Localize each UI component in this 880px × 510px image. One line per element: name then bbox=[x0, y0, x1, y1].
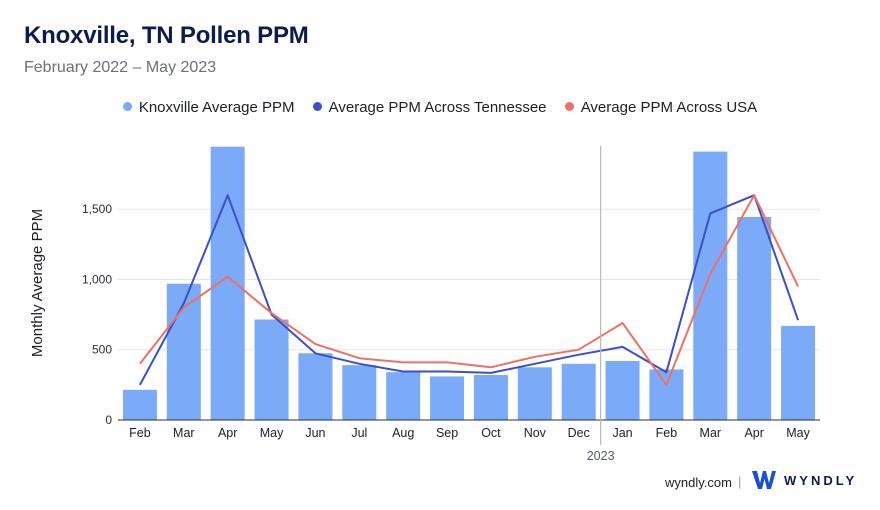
bar-jan bbox=[605, 360, 640, 420]
legend-item-tennessee: Average PPM Across Tennessee bbox=[312, 99, 547, 116]
bar-mar bbox=[693, 151, 728, 420]
line-average-ppm-across-tennessee bbox=[139, 194, 800, 386]
wyndly-logo[interactable]: WYNDLY bbox=[752, 470, 857, 490]
x-tick-label: May bbox=[260, 426, 284, 440]
x-tick-label: Jan bbox=[612, 426, 632, 440]
y-tick-label: 1,000 bbox=[82, 272, 112, 286]
x-tick-label: Feb bbox=[129, 426, 151, 440]
line-average-ppm-across-usa bbox=[139, 194, 800, 386]
x-tick-label: Dec bbox=[568, 426, 590, 440]
line-series bbox=[139, 194, 800, 386]
wyndly-logo-text: WYNDLY bbox=[784, 472, 858, 488]
x-tick-label: Apr bbox=[744, 426, 763, 440]
x-tick-label: Jun bbox=[305, 426, 325, 440]
bar-feb bbox=[122, 389, 157, 420]
x-tick-label: Feb bbox=[656, 426, 678, 440]
y-axis-title: Monthly Average PPM bbox=[29, 209, 46, 357]
bar-series bbox=[122, 146, 816, 420]
footer-separator: | bbox=[738, 474, 742, 489]
legend-item-knoxville: Knoxville Average PPM bbox=[122, 99, 295, 116]
bar-nov bbox=[517, 367, 552, 420]
x-tick-label: Aug bbox=[392, 426, 414, 440]
bar-sep bbox=[430, 376, 465, 420]
y-tick-label: 500 bbox=[92, 343, 112, 357]
x-tick-label: Apr bbox=[218, 426, 237, 440]
bar-dec bbox=[561, 363, 596, 420]
bar-oct bbox=[473, 375, 508, 420]
wyndly-logo-icon bbox=[752, 471, 776, 489]
x-tick-label: Nov bbox=[524, 426, 547, 440]
y-tick-label: 0 bbox=[105, 413, 112, 427]
chart-legend: Knoxville Average PPM Average PPM Across… bbox=[0, 99, 880, 116]
bar-may bbox=[254, 319, 289, 420]
year-label: 2023 bbox=[587, 449, 615, 463]
legend-dot-knoxville bbox=[122, 102, 132, 111]
y-tick-label: 1,500 bbox=[82, 202, 112, 216]
legend-dot-usa bbox=[564, 102, 574, 111]
legend-label-usa: Average PPM Across USA bbox=[580, 99, 758, 116]
bar-may bbox=[781, 325, 816, 420]
axes: 0 500 1,000 1,500 Monthly Average PPM 2023 Feb… bbox=[29, 146, 820, 463]
x-tick-label: Mar bbox=[700, 426, 722, 440]
legend-item-usa: Average PPM Across USA bbox=[564, 99, 758, 116]
bar-jul bbox=[342, 365, 377, 420]
bar-aug bbox=[386, 372, 421, 420]
x-tick-label: May bbox=[786, 426, 810, 440]
bar-apr bbox=[210, 146, 245, 420]
chart-subtitle: February 2022 – May 2023 bbox=[24, 59, 217, 76]
footer-url[interactable]: wyndly.com bbox=[665, 475, 732, 490]
chart-title: Knoxville, TN Pollen PPM bbox=[24, 22, 309, 49]
x-tick-label: Jul bbox=[351, 426, 367, 440]
bar-apr bbox=[737, 216, 772, 420]
legend-label-tennessee: Average PPM Across Tennessee bbox=[328, 99, 547, 116]
x-tick-label: Oct bbox=[481, 426, 501, 440]
legend-label-knoxville: Knoxville Average PPM bbox=[138, 99, 295, 116]
bar-jun bbox=[298, 353, 333, 420]
legend-dot-tennessee bbox=[312, 102, 322, 111]
x-tick-label: Mar bbox=[173, 426, 195, 440]
bar-feb bbox=[649, 369, 684, 420]
x-tick-label: Sep bbox=[436, 426, 458, 440]
